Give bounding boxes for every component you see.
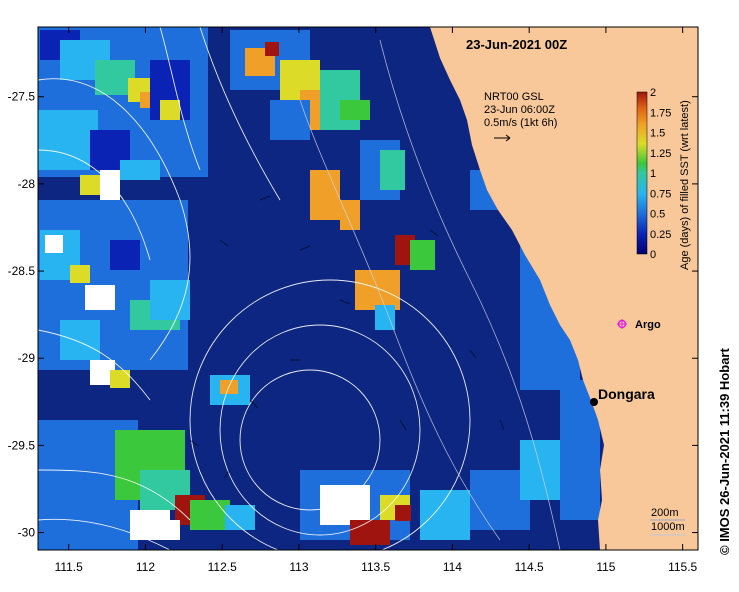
x-axis: 111.5 112 112.5 113 113.5 114 114.5 115 115.5 bbox=[55, 27, 698, 574]
y-tick-label: -30 bbox=[18, 526, 36, 540]
current-info-line2: 23-Jun 06:00Z bbox=[484, 104, 555, 116]
plot-area: Dongara Argo 23-Jun-2021 00Z NRT00 GSL 2… bbox=[38, 27, 698, 550]
y-tick-label: -29.5 bbox=[8, 438, 36, 452]
colorbar-tick-label: 1.25 bbox=[650, 148, 671, 160]
dongara-label: Dongara bbox=[598, 386, 655, 402]
credit-text: © IMOS 26-Jun-2021 11:39 Hobart bbox=[717, 348, 732, 555]
map-title: 23-Jun-2021 00Z bbox=[466, 37, 567, 52]
y-tick-label: -28.5 bbox=[8, 264, 36, 278]
colorbar-tick-label: 0.5 bbox=[650, 209, 665, 221]
isobath-lines bbox=[299, 39, 561, 550]
argo-marker bbox=[617, 319, 627, 329]
isobath-legend-200m: 200m bbox=[651, 507, 679, 519]
x-tick-label: 114 bbox=[443, 560, 462, 574]
current-arrows bbox=[189, 195, 505, 479]
plot-frame bbox=[37, 26, 699, 551]
x-tick-label: 111.5 bbox=[55, 560, 84, 574]
x-tick-label: 114.5 bbox=[515, 560, 544, 574]
colorbar bbox=[636, 91, 648, 255]
x-tick-label: 115.5 bbox=[668, 560, 697, 574]
colorbar-tick-label: 0.25 bbox=[650, 229, 671, 241]
colorbar-tick-label: 1 bbox=[650, 168, 656, 180]
colorbar-tick-label: 0.75 bbox=[650, 188, 671, 200]
x-tick-label: 113.5 bbox=[361, 560, 390, 574]
isobath-legend-1000m: 1000m bbox=[651, 521, 685, 533]
dongara-marker bbox=[590, 398, 598, 406]
sea-level-contours bbox=[38, 27, 471, 550]
colorbar-tick-label: 2 bbox=[650, 87, 656, 99]
x-tick-label: 115 bbox=[596, 560, 615, 574]
current-scale-arrow bbox=[494, 134, 511, 142]
colorbar-ticks: 0 0.25 0.5 0.75 1 1.25 1.5 1.75 2 bbox=[650, 87, 671, 261]
y-axis: -27.5 -28 -28.5 -29 -29.5 -30 bbox=[8, 90, 698, 540]
x-tick-label: 113 bbox=[289, 560, 308, 574]
y-tick-label: -29 bbox=[18, 351, 36, 365]
argo-label: Argo bbox=[635, 319, 661, 331]
colorbar-tick-label: 0 bbox=[650, 249, 656, 261]
colorbar-tick-label: 1.5 bbox=[650, 128, 665, 140]
current-info-line1: NRT00 GSL bbox=[484, 91, 544, 103]
x-tick-label: 112.5 bbox=[208, 560, 237, 574]
current-info-line3: 0.5m/s (1kt 6h) bbox=[484, 117, 557, 129]
colorbar-label: Age (days) of filled SST (wrt latest) bbox=[679, 100, 691, 270]
y-tick-label: -28 bbox=[18, 177, 36, 191]
y-tick-label: -27.5 bbox=[8, 90, 36, 104]
colorbar-tick-label: 1.75 bbox=[650, 107, 671, 119]
land-mass bbox=[430, 27, 698, 550]
x-tick-label: 112 bbox=[136, 560, 155, 574]
